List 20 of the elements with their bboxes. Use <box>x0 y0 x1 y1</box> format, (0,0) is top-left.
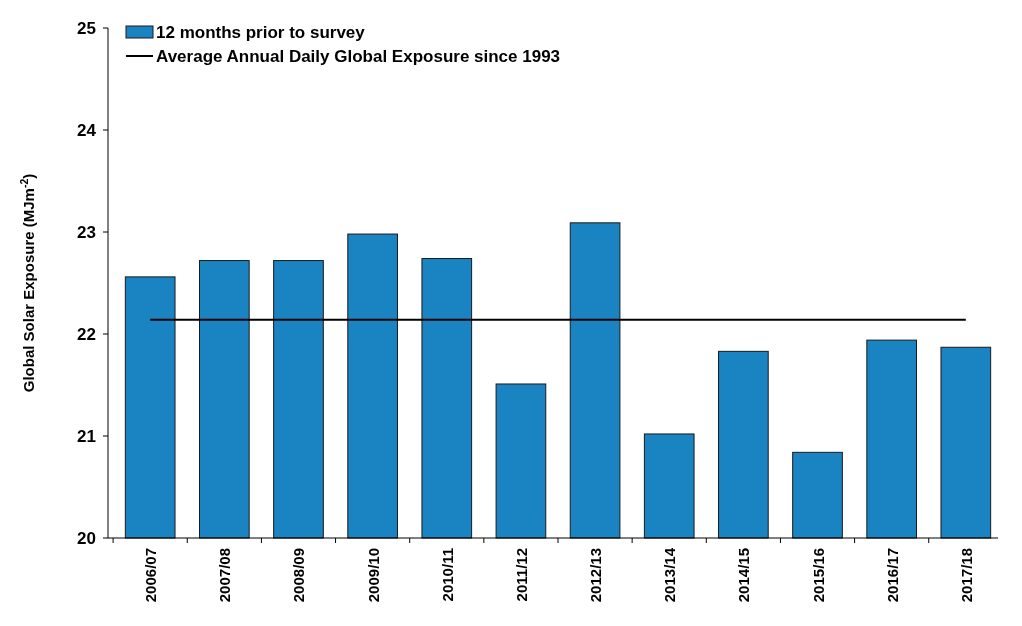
y-tick-label: 24 <box>77 120 97 140</box>
x-tick-label: 2006/07 <box>142 548 160 603</box>
y-tick-label: 21 <box>77 426 96 446</box>
x-tick-label: 2007/08 <box>216 548 234 603</box>
legend-label: 12 months prior to survey <box>156 22 366 42</box>
x-tick-label: 2016/17 <box>883 548 901 603</box>
x-tick-label: 2011/12 <box>512 548 530 602</box>
y-tick-label: 20 <box>77 528 96 548</box>
x-tick-label: 2009/10 <box>364 548 382 603</box>
x-tick-label: 2014/15 <box>735 548 753 603</box>
x-tick-label: 2017/18 <box>957 548 975 603</box>
legend-label: Average Annual Daily Global Exposure since 1993 <box>156 46 561 66</box>
y-tick-label: 23 <box>77 222 96 242</box>
x-tick-label: 2012/13 <box>587 548 605 603</box>
x-tick-label: 2010/11 <box>438 548 456 602</box>
x-tick-label: 2013/14 <box>661 547 679 603</box>
x-tick-label: 2015/16 <box>809 548 827 603</box>
x-tick-label: 2008/09 <box>290 548 308 603</box>
y-tick-label: 25 <box>77 18 96 38</box>
y-tick-label: 22 <box>77 324 96 344</box>
